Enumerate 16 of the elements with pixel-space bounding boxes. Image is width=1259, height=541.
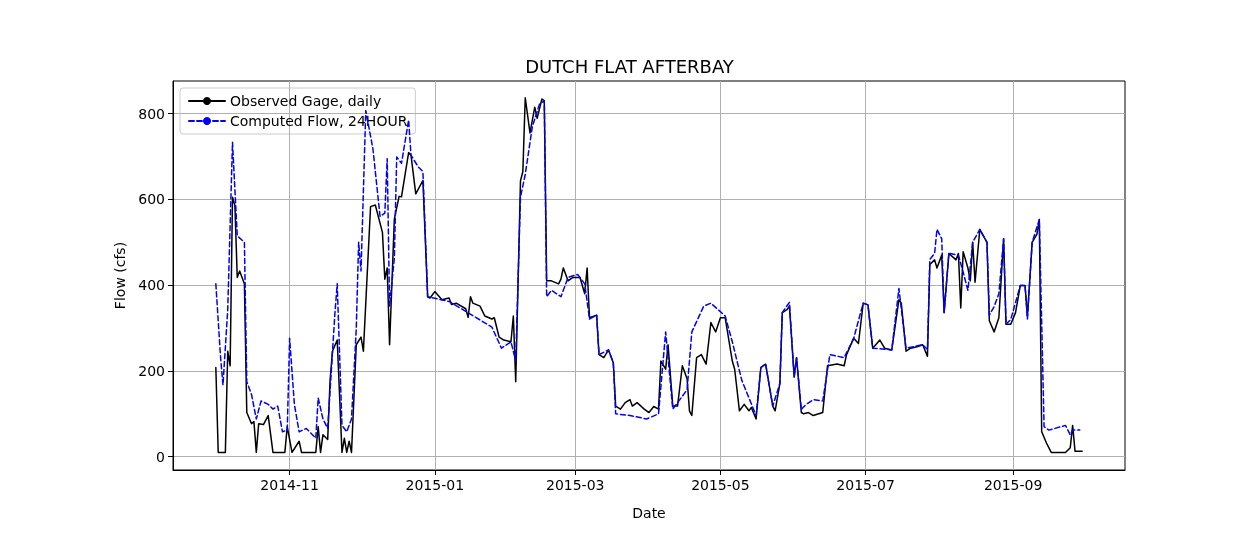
x-tick-label: 2015-09 bbox=[983, 477, 1043, 493]
x-tick-label: 2015-05 bbox=[691, 477, 750, 493]
y-axis-title: Flow (cfs) bbox=[112, 241, 128, 310]
y-tick-label: 600 bbox=[138, 191, 165, 208]
y-tick-label: 400 bbox=[138, 277, 165, 294]
legend-label: Computed Flow, 24HOUR bbox=[230, 113, 408, 129]
x-tick-label: 2015-07 bbox=[836, 477, 895, 493]
y-tick-label: 800 bbox=[138, 105, 165, 122]
legend-label: Observed Gage, daily bbox=[230, 93, 382, 109]
x-axis-title: Date bbox=[632, 505, 666, 521]
x-tick-label: 2015-01 bbox=[405, 477, 465, 493]
x-tick-label: 2015-03 bbox=[545, 477, 605, 493]
y-tick-label: 200 bbox=[138, 362, 165, 379]
x-tick-label: 2014-11 bbox=[260, 477, 319, 493]
chart-title: DUTCH FLAT AFTERBAY bbox=[525, 55, 735, 77]
y-tick-label: 0 bbox=[156, 448, 165, 465]
